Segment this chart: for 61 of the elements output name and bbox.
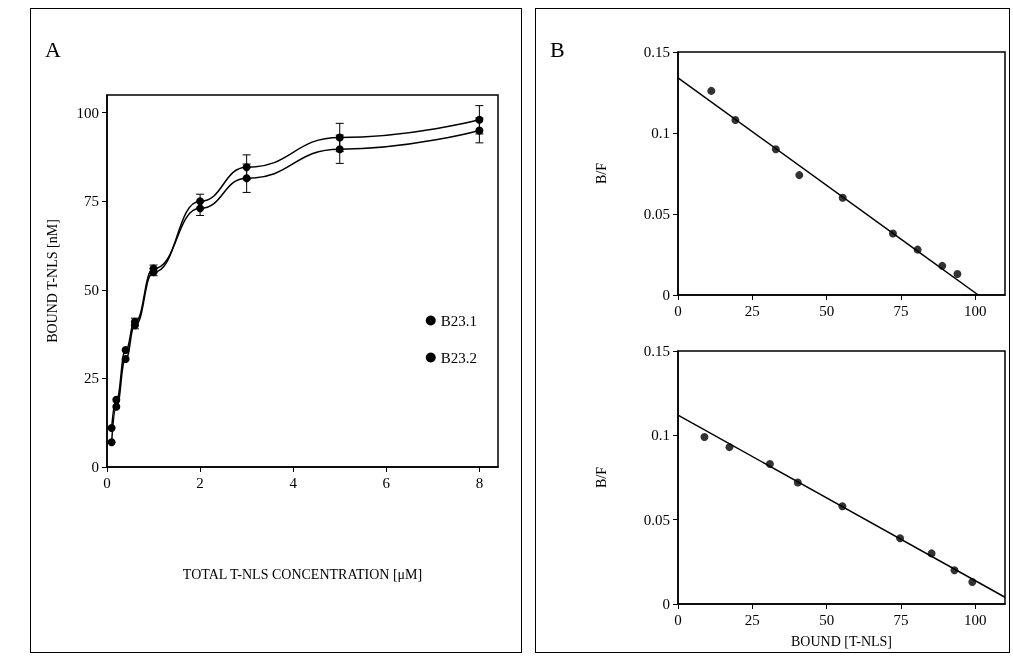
x-tick-label: 2	[196, 474, 204, 491]
x-tick-label: 25	[744, 302, 760, 319]
y-tick-label: 25	[84, 370, 99, 387]
x-axis-title: BOUND [T-NLS]	[791, 633, 892, 649]
y-tick-label: 0	[662, 287, 670, 303]
y-tick-label: 75	[84, 193, 99, 210]
point	[913, 245, 922, 254]
point	[725, 443, 734, 452]
point	[107, 438, 116, 447]
y-tick-label: 0.05	[643, 206, 670, 222]
point	[700, 433, 709, 442]
y-tick-label: 50	[84, 281, 99, 298]
legend-label: B23.2	[440, 349, 478, 366]
point	[107, 424, 116, 433]
y-tick-label: 0.1	[651, 125, 670, 141]
y-tick-label: 0.1	[651, 427, 670, 444]
x-axis-title: TOTAL T-NLS CONCENTRATION [μM]	[182, 566, 423, 582]
x-tick-label: 100	[964, 611, 987, 628]
point	[765, 460, 774, 468]
y-tick-label: 0.15	[643, 44, 670, 60]
chart-title: A	[45, 36, 61, 62]
point	[838, 193, 847, 202]
chart-title: B	[550, 36, 565, 62]
x-tick-label: 0	[674, 611, 682, 628]
point	[953, 269, 962, 278]
y-axis-title: B/F	[593, 466, 609, 489]
point	[938, 261, 947, 270]
x-tick-label: 6	[382, 474, 391, 491]
x-tick-label: 50	[819, 611, 835, 628]
y-tick-label: 0.15	[643, 343, 670, 359]
x-tick-label: 0	[674, 302, 682, 319]
point	[121, 346, 130, 355]
legend-label: B23.1	[440, 312, 478, 329]
x-tick-label: 100	[964, 302, 987, 319]
y-tick-label: 100	[76, 104, 99, 121]
point	[927, 549, 936, 558]
x-tick-label: 75	[893, 611, 909, 628]
point	[793, 478, 802, 487]
point	[950, 566, 959, 575]
point	[896, 534, 905, 543]
x-tick-label: 25	[744, 611, 760, 628]
point	[121, 354, 130, 363]
point	[707, 86, 716, 95]
point	[888, 229, 897, 238]
point	[112, 402, 121, 411]
x-tick-label: 75	[893, 302, 909, 319]
y-tick-label: 0.05	[643, 511, 670, 528]
x-tick-label: 8	[475, 474, 484, 491]
y-axis-title: BOUND T-NLS [nM]	[44, 219, 60, 343]
point	[968, 578, 977, 587]
point	[731, 116, 740, 125]
y-tick-label: 0	[91, 459, 99, 475]
y-tick-label: 0	[662, 596, 670, 612]
point	[795, 171, 804, 180]
point	[771, 145, 780, 154]
x-tick-label: 50	[819, 302, 835, 319]
y-axis-title: B/F	[593, 162, 609, 185]
point	[838, 502, 847, 511]
x-tick-label: 4	[289, 474, 298, 491]
x-tick-label: 0	[103, 474, 111, 491]
point	[112, 395, 121, 404]
